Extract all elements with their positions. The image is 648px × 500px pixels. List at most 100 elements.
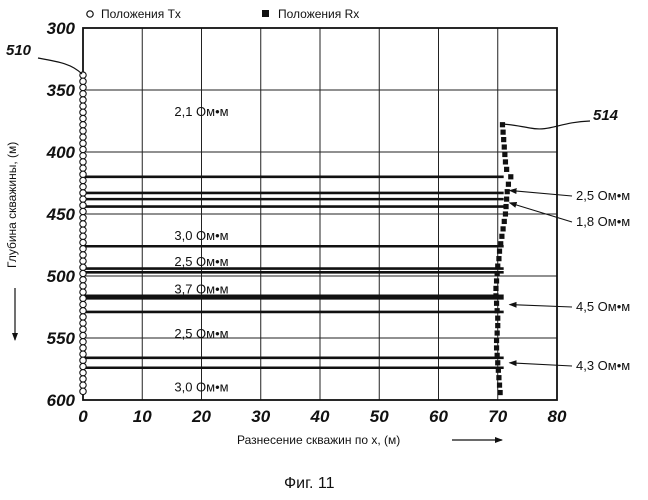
- tx-point-12: [80, 146, 86, 152]
- callout-arrow-3: [510, 363, 572, 366]
- callout-label-1: 1,8 Ом•м: [576, 214, 630, 229]
- callout-label-0: 2,5 Ом•м: [576, 188, 630, 203]
- tx-point-51: [80, 388, 86, 394]
- tx-point-43: [80, 339, 86, 345]
- rx-point-20: [495, 271, 500, 276]
- legend-tx-label: Положения Tx: [101, 7, 181, 21]
- tx-point-18: [80, 184, 86, 190]
- x-tick-label-1: 10: [133, 407, 152, 426]
- tx-point-44: [80, 345, 86, 351]
- reference-514: 514: [500, 107, 619, 129]
- resistivity-label-5: 3,0 Ом•м: [174, 379, 228, 394]
- tx-point-9: [80, 128, 86, 134]
- tx-point-49: [80, 376, 86, 382]
- rx-point-16: [498, 241, 503, 246]
- rx-point-25: [495, 308, 500, 313]
- resistivity-label-4: 2,5 Ом•м: [174, 326, 228, 341]
- tx-point-17: [80, 177, 86, 183]
- tx-point-6: [80, 109, 86, 115]
- rx-point-3: [502, 144, 507, 149]
- rx-point-21: [494, 278, 499, 283]
- rx-point-10: [504, 197, 509, 202]
- tx-point-28: [80, 246, 86, 252]
- tx-point-37: [80, 301, 86, 307]
- callout-label-3: 4,3 Ом•м: [576, 358, 630, 373]
- rx-point-28: [495, 330, 500, 335]
- tx-point-48: [80, 370, 86, 376]
- tx-point-5: [80, 103, 86, 109]
- tx-point-25: [80, 227, 86, 233]
- tx-point-26: [80, 233, 86, 239]
- resistivity-label-0: 2,1 Ом•м: [174, 104, 228, 119]
- rx-point-14: [500, 226, 505, 231]
- tx-point-33: [80, 277, 86, 283]
- tx-point-42: [80, 332, 86, 338]
- callout-arrow-0: [510, 190, 572, 196]
- rx-point-9: [505, 189, 510, 194]
- tx-point-16: [80, 171, 86, 177]
- y-tick-label-4: 500: [47, 267, 76, 286]
- rx-point-22: [493, 286, 498, 291]
- rx-point-15: [499, 234, 504, 239]
- x-tick-label-4: 40: [310, 407, 330, 426]
- reference-label-514: 514: [593, 107, 619, 124]
- rx-point-1: [500, 130, 505, 135]
- rx-point-26: [495, 316, 500, 321]
- tx-point-29: [80, 252, 86, 258]
- tx-point-7: [80, 115, 86, 121]
- rx-point-31: [495, 353, 500, 358]
- y-axis-label: Глубина скважины, (м): [5, 142, 19, 268]
- tx-point-21: [80, 202, 86, 208]
- resistivity-label-1: 3,0 Ом•м: [174, 228, 228, 243]
- rx-point-6: [504, 167, 509, 172]
- tx-point-4: [80, 97, 86, 103]
- rx-point-33: [496, 368, 501, 373]
- reference-510: 510: [6, 42, 82, 74]
- rx-point-11: [503, 204, 508, 209]
- rx-point-32: [495, 360, 500, 365]
- rx-point-27: [495, 323, 500, 328]
- callout-arrow-1: [510, 203, 572, 222]
- rx-point-18: [496, 256, 501, 261]
- resistivity-label-3: 3,7 Ом•м: [174, 281, 228, 296]
- tx-point-20: [80, 196, 86, 202]
- grid: [83, 28, 557, 400]
- tx-point-22: [80, 208, 86, 214]
- y-tick-labels: 300350400450500550600: [46, 19, 76, 410]
- tx-point-8: [80, 122, 86, 128]
- legend-rx-label: Положения Rx: [278, 7, 359, 21]
- tx-point-13: [80, 153, 86, 159]
- tx-point-38: [80, 308, 86, 314]
- figure-caption: Фиг. 11: [284, 475, 335, 492]
- reference-leader-510: [38, 58, 82, 74]
- rx-point-34: [496, 375, 501, 380]
- rx-point-19: [495, 263, 500, 268]
- y-tick-label-0: 300: [47, 19, 76, 38]
- tx-point-19: [80, 190, 86, 196]
- reference-label-510: 510: [6, 42, 32, 59]
- x-tick-label-8: 80: [548, 407, 567, 426]
- rx-point-2: [501, 137, 506, 142]
- tx-point-41: [80, 326, 86, 332]
- x-tick-label-7: 70: [488, 407, 507, 426]
- tx-point-2: [80, 84, 86, 90]
- legend: Положения Tx Положения Rx: [87, 7, 359, 21]
- rx-point-36: [498, 390, 503, 395]
- tx-series: [80, 72, 86, 395]
- tx-point-39: [80, 314, 86, 320]
- tx-point-35: [80, 289, 86, 295]
- tx-point-14: [80, 159, 86, 165]
- rx-point-24: [494, 301, 499, 306]
- layer-boundaries: [83, 177, 504, 368]
- y-tick-label-1: 350: [47, 81, 76, 100]
- tx-point-50: [80, 382, 86, 388]
- rx-point-12: [503, 211, 508, 216]
- rx-point-4: [502, 152, 507, 157]
- x-tick-label-5: 50: [370, 407, 389, 426]
- tx-point-30: [80, 258, 86, 264]
- rx-point-17: [497, 249, 502, 254]
- legend-tx-marker: [87, 11, 93, 17]
- tx-point-10: [80, 134, 86, 140]
- x-tick-label-6: 60: [429, 407, 448, 426]
- tx-point-32: [80, 270, 86, 276]
